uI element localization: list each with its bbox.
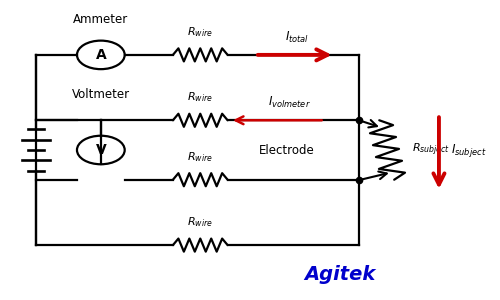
Text: Ammeter: Ammeter <box>73 13 128 26</box>
Text: $I_{subject}$: $I_{subject}$ <box>452 142 487 158</box>
Text: Electrode: Electrode <box>259 143 314 157</box>
Text: Agitek: Agitek <box>304 265 375 284</box>
Text: V: V <box>96 143 106 157</box>
Text: Voltmeter: Voltmeter <box>72 88 130 100</box>
Text: $R_{wire}$: $R_{wire}$ <box>188 150 213 164</box>
Text: $R_{wire}$: $R_{wire}$ <box>188 91 213 104</box>
Text: $I_{volmeter}$: $I_{volmeter}$ <box>268 95 311 110</box>
Text: $R_{subject}$: $R_{subject}$ <box>412 142 450 158</box>
Text: $R_{wire}$: $R_{wire}$ <box>188 25 213 39</box>
Text: $I_{total}$: $I_{total}$ <box>285 29 310 45</box>
Text: $R_{wire}$: $R_{wire}$ <box>188 215 213 229</box>
Text: A: A <box>96 48 106 62</box>
